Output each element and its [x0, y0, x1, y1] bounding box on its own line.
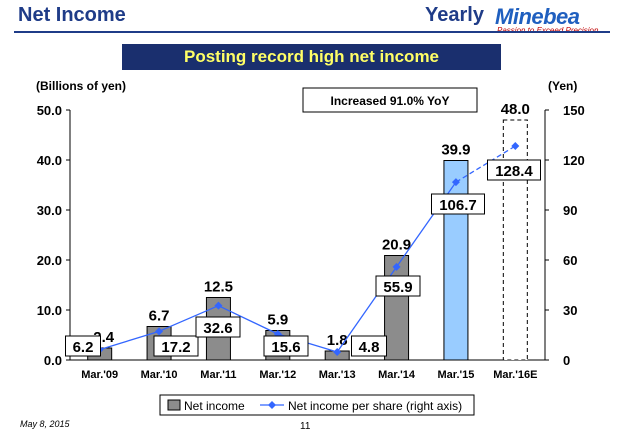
eps-point: [214, 301, 223, 310]
right-tick-label: 150: [563, 103, 585, 118]
eps-label-box: [351, 335, 387, 357]
legend-box: [159, 394, 475, 416]
bar-net-income: [384, 255, 410, 361]
eps-point: [511, 142, 520, 150]
eps-label-box: [431, 193, 485, 215]
bar-value-label: 39.9: [441, 142, 470, 159]
eps-value-label: 106.7: [439, 197, 477, 214]
bar-value-label: 6.7: [149, 308, 170, 325]
eps-value-label: 17.2: [161, 339, 190, 356]
bar-value-label: 48.0: [501, 101, 530, 118]
left-tick-label: 20.0: [37, 253, 62, 268]
headline-banner: Posting record high net income: [122, 44, 501, 70]
brand-logo: Minebea: [495, 4, 580, 29]
left-tick-label: 40.0: [37, 153, 62, 168]
category-label: Mar.'09: [81, 369, 118, 381]
left-tick-label: 50.0: [37, 103, 62, 118]
left-axis-label: (Billions of yen): [36, 79, 126, 93]
yoy-annotation-box: [302, 87, 478, 113]
eps-point: [392, 262, 401, 271]
page-title: Net Income: [18, 4, 126, 26]
category-label: Mar.'16E: [493, 369, 537, 381]
eps-value-label: 15.6: [271, 339, 300, 356]
bar-value-label: 20.9: [382, 237, 411, 254]
page-number: 11: [300, 421, 311, 432]
legend-label-eps: Net income per share (right axis): [288, 399, 462, 413]
bar-value-label: 5.9: [267, 312, 288, 329]
eps-point: [451, 178, 460, 187]
header-divider: [14, 31, 610, 33]
eps-line-segment: [218, 305, 279, 335]
right-tick-label: 60: [563, 253, 577, 268]
eps-line-segment: [455, 145, 516, 183]
eps-point: [333, 348, 342, 356]
eps-value-label: 55.9: [383, 279, 412, 296]
bar-net-income: [502, 119, 528, 361]
category-label: Mar.'13: [319, 369, 356, 381]
eps-value-label: 6.2: [73, 339, 94, 356]
eps-value-label: 32.6: [203, 320, 232, 337]
eps-value-label: 128.4: [495, 163, 533, 180]
left-tick-label: 10.0: [37, 303, 62, 318]
legend-swatch-net-income: [167, 399, 181, 411]
left-tick-label: 30.0: [37, 203, 62, 218]
right-tick-label: 90: [563, 203, 577, 218]
right-tick-label: 120: [563, 153, 585, 168]
category-label: Mar.'12: [259, 369, 296, 381]
eps-label-box: [263, 335, 309, 357]
bar-net-income: [443, 160, 469, 361]
right-tick-label: 0: [563, 353, 570, 368]
brand-tagline: Passion to Exceed Precision: [497, 26, 598, 35]
eps-label-box: [153, 335, 199, 357]
right-tick-label: 30: [563, 303, 577, 318]
eps-point: [155, 327, 164, 336]
left-tick-label: 0.0: [44, 353, 62, 368]
eps-label-box: [375, 275, 421, 297]
report-date: May 8, 2015: [20, 419, 70, 429]
legend-label-net-income: Net income: [184, 399, 245, 413]
legend-marker-eps: [268, 401, 276, 409]
category-label: Mar.'14: [378, 369, 416, 381]
yoy-annotation: Increased 91.0% YoY: [331, 94, 450, 108]
category-label: Mar.'11: [200, 369, 236, 381]
eps-line-segment: [158, 305, 219, 332]
bar-value-label: 12.5: [204, 279, 233, 296]
category-label: Mar.'10: [141, 369, 178, 381]
period-label: Yearly: [425, 4, 484, 26]
eps-value-label: 4.8: [359, 339, 380, 356]
eps-line-segment: [99, 330, 160, 351]
eps-label-box: [487, 159, 541, 181]
category-label: Mar.'15: [438, 369, 475, 381]
right-axis-label: (Yen): [548, 79, 578, 93]
eps-label-box: [195, 316, 241, 338]
eps-label-box: [65, 335, 101, 357]
